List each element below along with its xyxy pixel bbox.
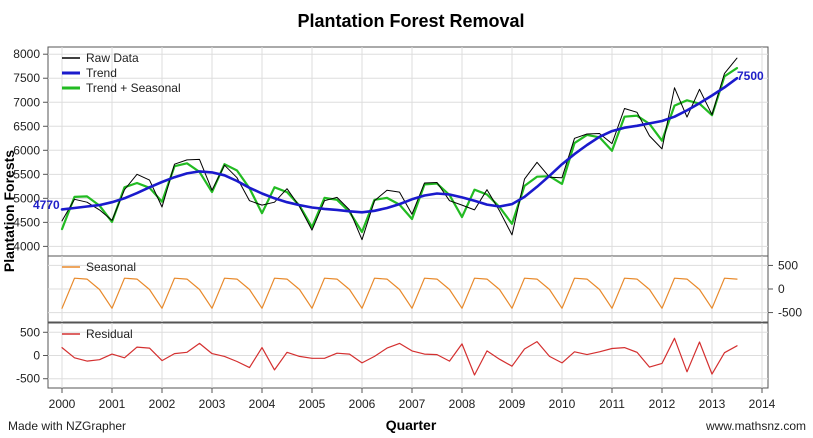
y-tick-label: 4500: [13, 215, 40, 229]
x-tick-label: 2004: [249, 397, 276, 411]
legend-label-trend: Trend: [86, 66, 117, 80]
y-tick-label: 500: [20, 325, 40, 339]
x-tick-label: 2012: [649, 397, 676, 411]
footer-credit: Made with NZGrapher: [8, 419, 126, 433]
residual-series: [61, 337, 738, 376]
x-tick-label: 2011: [599, 397, 625, 411]
y-tick-label: 0: [33, 349, 40, 363]
seasonal-panel: 500 0 -500 Seasonal: [47, 255, 802, 323]
y-axis-label: Plantation Forests: [1, 150, 17, 272]
x-tick-label: 2009: [499, 397, 526, 411]
y-tick-label: 5500: [13, 167, 40, 181]
residual-y-tick-labels: 500 0 -500: [16, 325, 48, 386]
x-tick-label: 2002: [149, 397, 176, 411]
residual-line: [61, 337, 738, 376]
seasonal-line: [61, 277, 738, 309]
main-legend: Raw Data Trend Trend + Seasonal: [62, 51, 181, 95]
x-tick-label: 2014: [749, 397, 776, 411]
main-y-tick-labels: 4000 4500 5000 5500 6000 6500 7000 7500 8000: [13, 47, 48, 253]
y-tick-label: 6500: [13, 119, 40, 133]
x-tick-labels: 2000 2001 2002 2003 2004 2005 2006 2007 2008 2009…: [49, 388, 776, 411]
y-tick-label: -500: [16, 372, 40, 386]
y-tick-label: 0: [778, 282, 785, 296]
residual-gridlines: [48, 323, 768, 388]
x-tick-label: 2007: [399, 397, 426, 411]
seasonal-y-tick-labels: 500 0 -500: [768, 258, 802, 320]
residual-panel: 500 0 -500 Residual: [16, 322, 769, 389]
seasonal-series: [61, 277, 738, 309]
legend-label-residual: Residual: [86, 327, 133, 341]
chart-title: Plantation Forest Removal: [297, 11, 524, 31]
x-tick-label: 2005: [299, 397, 326, 411]
trend-end-label: 7500: [737, 69, 764, 83]
trend-line: [60, 76, 739, 214]
y-tick-label: 8000: [13, 47, 40, 61]
seasonal-gridlines: [48, 256, 768, 322]
x-tick-label: 2000: [49, 397, 76, 411]
x-axis-label: Quarter: [386, 417, 437, 433]
trend-start-label: 4770: [33, 198, 60, 212]
x-tick-label: 2006: [349, 397, 376, 411]
y-tick-label: -500: [778, 306, 802, 320]
legend-label-trend-seasonal: Trend + Seasonal: [86, 81, 181, 95]
x-tick-label: 2003: [199, 397, 226, 411]
legend-label-raw: Raw Data: [86, 51, 139, 65]
y-tick-label: 5000: [13, 191, 40, 205]
raw-data-line: [61, 57, 738, 241]
y-tick-label: 6000: [13, 143, 40, 157]
x-tick-label: 2008: [449, 397, 476, 411]
x-tick-label: 2010: [549, 397, 576, 411]
main-series: [60, 57, 739, 241]
x-tick-label: 2001: [99, 397, 126, 411]
footer-website: www.mathsnz.com: [705, 419, 806, 433]
y-tick-label: 500: [778, 258, 798, 272]
x-tick-label: 2013: [699, 397, 726, 411]
main-panel: 4000 4500 5000 5500 6000 6500 7000 7500 8000 Raw…: [13, 46, 769, 257]
y-tick-label: 7500: [13, 71, 40, 85]
legend-label-seasonal: Seasonal: [86, 260, 136, 274]
y-tick-label: 4000: [13, 239, 40, 253]
y-tick-label: 7000: [13, 95, 40, 109]
main-plot-area: [47, 46, 769, 257]
